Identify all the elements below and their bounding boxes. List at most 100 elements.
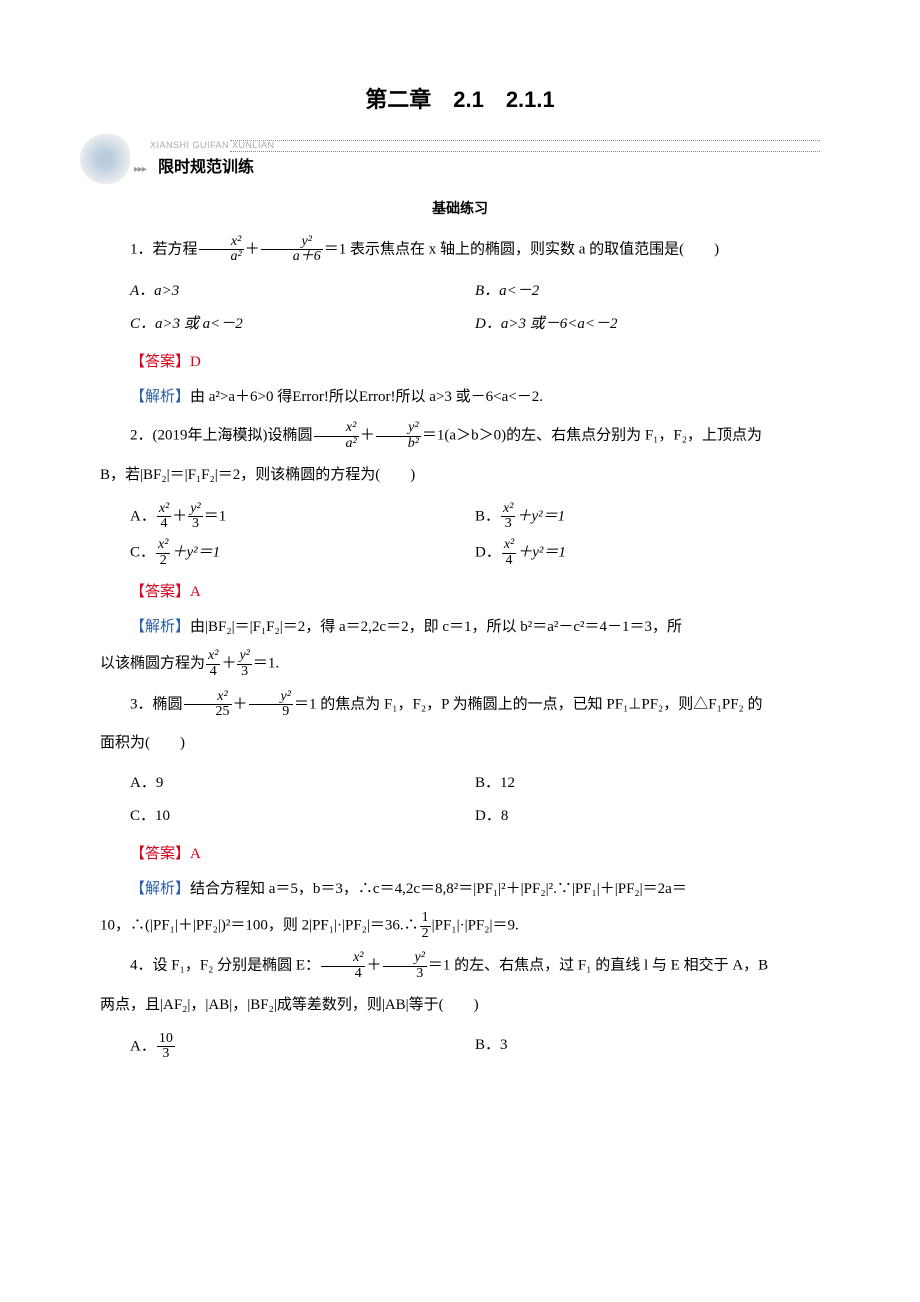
- q2-optA-f1d: 4: [157, 516, 171, 532]
- q2-optD-f1d: 4: [502, 553, 516, 569]
- banner-pinyin: XIANSHI GUIFAN XUNLIAN: [150, 137, 275, 153]
- q1-analysis-body: 由 a²>a＋6>0 得Error!所以Error!所以 a>3 或－6<a<－…: [190, 389, 543, 405]
- q3-analysis-b-fd: 2: [420, 926, 431, 942]
- subsection-title: 基础练习: [100, 196, 820, 221]
- q2-analysis2-pre: 以该椭圆方程为: [100, 656, 205, 672]
- q3-optA: A．9: [130, 767, 475, 800]
- q4-optA-fd: 3: [157, 1046, 175, 1062]
- q2-optA: A．x²4＋y²3＝1: [130, 499, 475, 535]
- q3-stem: 3．椭圆x²25＋y²9＝1 的焦点为 F₁，F₂，P 为椭圆上的一点，已知 P…: [100, 690, 820, 720]
- q4-frac2-num: y²: [383, 951, 427, 966]
- q3-frac1: x²25: [184, 690, 232, 720]
- q3-answer: 【答案】A: [100, 841, 820, 868]
- q3-analysis-b-frac: 12: [420, 911, 431, 941]
- q2-optD-post: ＋y²＝1: [517, 545, 566, 561]
- q3-stem-line2: 面积为( ): [100, 730, 820, 757]
- q2-analysis2-f1d: 4: [206, 664, 220, 680]
- q2-answer: 【答案】A: [100, 579, 820, 606]
- q3-analysis-b-fn: 1: [420, 911, 431, 926]
- q3-analysis-lead: 【解析】: [130, 881, 190, 897]
- q3-frac1-num: x²: [184, 690, 232, 705]
- q3-stem-post: ＝1 的焦点为 F₁，F₂，P 为椭圆上的一点，已知 PF₁⊥PF₂，则△F₁P…: [294, 696, 763, 712]
- q2-optD-pre: D．: [475, 545, 501, 561]
- q2-optC-f1: x²2: [156, 538, 170, 568]
- q2-analysis2-f2d: 3: [237, 664, 251, 680]
- q3-options: A．9 B．12 C．10 D．8: [130, 767, 820, 833]
- q2-optA-pre: A．: [130, 508, 156, 524]
- q2-optB-f1d: 3: [501, 516, 515, 532]
- q4-frac1-num: x²: [321, 951, 365, 966]
- q4-optA-fn: 10: [157, 1032, 175, 1047]
- q2-optB-f1: x²3: [501, 502, 515, 532]
- q4-frac1-den: 4: [321, 966, 365, 982]
- q3-stem-pre: 3．椭圆: [130, 696, 183, 712]
- chapter-title: 第二章 2.1 2.1.1: [100, 80, 820, 120]
- q2-optD-f1: x²4: [502, 538, 516, 568]
- q2-optA-post: ＝1: [204, 508, 227, 524]
- q2-frac1-num: x²: [314, 421, 359, 436]
- q3-frac2-den: 9: [249, 704, 293, 720]
- q3-optB: B．12: [475, 767, 820, 800]
- q3-analysis-b: 10，∴(|PF₁|＋|PF₂|)²＝100，则 2|PF₁|·|PF₂|＝36…: [100, 911, 820, 941]
- q2-analysis-2: 以该椭圆方程为x²4＋y²3＝1.: [100, 649, 820, 679]
- q1-frac2-den: a＋6: [261, 249, 323, 265]
- q2-optB-f1n: x²: [501, 502, 515, 517]
- q1-stem: 1．若方程x²a²＋y²a＋6＝1 表示焦点在 x 轴上的椭圆，则实数 a 的取…: [100, 235, 820, 265]
- q3-mid1: ＋: [233, 696, 248, 712]
- q2-optA-f1n: x²: [157, 502, 171, 517]
- q2-analysis-1: 【解析】由|BF₂|＝|F₁F₂|＝2，得 a＝2,2c＝2，即 c＝1，所以 …: [100, 614, 820, 641]
- q2-optA-f2d: 3: [188, 516, 202, 532]
- q2-stem-post: ＝1(a＞b＞0)的左、右焦点分别为 F₁，F₂，上顶点为: [422, 428, 762, 444]
- q1-options: A．a>3 B．a<－2 C．a>3 或 a<－2 D．a>3 或－6<a<－2: [130, 275, 820, 341]
- q2-analysis2-mid: ＋: [221, 656, 236, 672]
- q1-analysis: 【解析】由 a²>a＋6>0 得Error!所以Error!所以 a>3 或－6…: [100, 384, 820, 411]
- q2-mid1: ＋: [360, 428, 375, 444]
- q2-options: A．x²4＋y²3＝1 B．x²3＋y²＝1 C．x²2＋y²＝1 D．x²4＋…: [130, 499, 820, 572]
- q2-optC: C．x²2＋y²＝1: [130, 535, 475, 571]
- q4-frac1: x²4: [321, 951, 365, 981]
- q3-frac2-num: y²: [249, 690, 293, 705]
- q1-mid1: ＋: [245, 241, 260, 257]
- q1-stem-post: ＝1 表示焦点在 x 轴上的椭圆，则实数 a 的取值范围是( ): [324, 241, 719, 257]
- q2-optD-f1n: x²: [502, 538, 516, 553]
- q1-frac1: x²a²: [199, 235, 244, 265]
- banner-dotline: [230, 140, 820, 152]
- q4-optB: B．3: [475, 1029, 820, 1065]
- q4-options: A．103 B．3: [130, 1029, 820, 1065]
- q2-optC-f1n: x²: [156, 538, 170, 553]
- q1-optB: B．a<－2: [475, 275, 820, 308]
- q2-optC-pre: C．: [130, 545, 155, 561]
- q3-frac2: y²9: [249, 690, 293, 720]
- q2-analysis2-f1: x²4: [206, 649, 220, 679]
- q2-frac2-num: y²: [376, 421, 421, 436]
- q3-frac1-den: 25: [184, 704, 232, 720]
- q2-optB-pre: B．: [475, 508, 500, 524]
- q2-analysis2-f2: y²3: [237, 649, 251, 679]
- q2-frac1: x²a²: [314, 421, 359, 451]
- banner-globe-icon: [80, 134, 130, 184]
- q2-frac1-den: a²: [314, 436, 359, 452]
- q4-optA-pre: A．: [130, 1038, 156, 1054]
- q1-optC: C．a>3 或 a<－2: [130, 308, 475, 341]
- q1-analysis-lead: 【解析】: [130, 389, 190, 405]
- q2-stem-line2: B，若|BF₂|＝|F₁F₂|＝2，则该椭圆的方程为( ): [100, 462, 820, 489]
- q2-frac2: y²b²: [376, 421, 421, 451]
- q3-optD: D．8: [475, 800, 820, 833]
- q1-frac1-num: x²: [199, 235, 244, 250]
- q2-optB-post: ＋y²＝1: [516, 508, 565, 524]
- q3-analysis-b-pre: 10，∴(|PF₁|＋|PF₂|)²＝100，则 2|PF₁|·|PF₂|＝36…: [100, 918, 419, 934]
- q2-optA-f1: x²4: [157, 502, 171, 532]
- q4-stem-line2: 两点，且|AF₂|，|AB|，|BF₂|成等差数列，则|AB|等于( ): [100, 992, 820, 1019]
- q2-optA-f2n: y²: [188, 502, 202, 517]
- q1-frac1-den: a²: [199, 249, 244, 265]
- q2-stem: 2．(2019年上海模拟)设椭圆x²a²＋y²b²＝1(a＞b＞0)的左、右焦点…: [100, 421, 820, 451]
- q2-optC-post: ＋y²＝1: [171, 545, 220, 561]
- banner-arrows-icon: ▸▸▸: [134, 161, 146, 179]
- q4-stem: 4．设 F₁，F₂ 分别是椭圆 E：x²4＋y²3＝1 的左、右焦点，过 F₁ …: [100, 951, 820, 981]
- q4-frac2-den: 3: [383, 966, 427, 982]
- q2-analysis2-f2n: y²: [237, 649, 251, 664]
- q2-frac2-den: b²: [376, 436, 421, 452]
- q1-stem-pre: 1．若方程: [130, 241, 198, 257]
- q1-optA: A．a>3: [130, 275, 475, 308]
- q3-analysis-a-body: 结合方程知 a＝5，b＝3，∴c＝4,2c＝8,8²＝|PF₁|²＋|PF₂|²…: [190, 881, 687, 897]
